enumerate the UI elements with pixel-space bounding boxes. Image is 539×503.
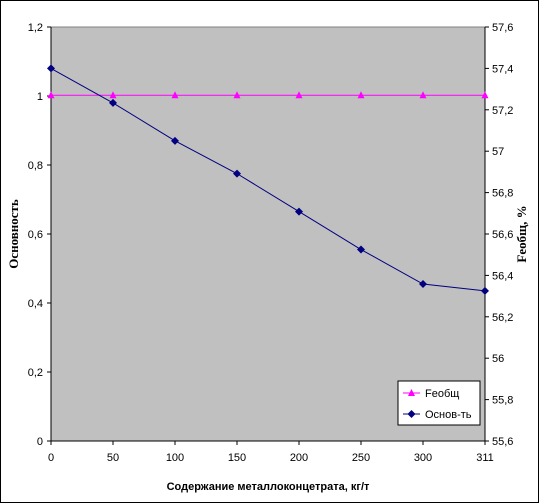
legend-marker <box>407 410 416 418</box>
left-tick-label: 0 <box>37 436 43 448</box>
left-tick-label: 0,2 <box>28 367 43 379</box>
legend-label: Основ-ть <box>425 409 472 421</box>
right-tick-label: 57,4 <box>492 63 513 75</box>
data-point <box>233 169 241 178</box>
x-tick-label: 200 <box>290 452 308 464</box>
data-point <box>357 245 365 254</box>
x-tick-label: 100 <box>166 452 184 464</box>
x-tick-label: 250 <box>352 452 370 464</box>
right-tick-label: 56,2 <box>492 312 513 324</box>
x-axis: 0 50 100 150 200 250 300 311 <box>48 440 494 464</box>
series-2 <box>47 64 489 295</box>
right-axis: 55,6 55,8 56 56,2 56,4 56,6 56,8 57 57,2 57,4 57,6 <box>484 22 513 448</box>
x-tick-label: 311 <box>476 452 494 464</box>
right-tick-label: 57 <box>492 146 504 158</box>
right-tick-label: 57,2 <box>492 105 513 117</box>
left-tick-label: 0,8 <box>28 160 43 172</box>
right-tick-label: 56 <box>492 353 504 365</box>
right-tick-label: 56,8 <box>492 188 513 200</box>
data-point <box>419 280 427 289</box>
x-tick-label: 0 <box>48 452 54 464</box>
data-point <box>419 91 427 99</box>
legend-label: Feобщ <box>425 388 459 400</box>
data-point <box>481 91 489 99</box>
right-tick-label: 57,6 <box>492 22 513 34</box>
x-tick-label: 300 <box>414 452 432 464</box>
data-point <box>109 98 117 107</box>
data-point <box>171 91 179 99</box>
legend: Feобщ Основ-ть <box>397 380 481 426</box>
data-point <box>233 91 241 99</box>
data-point <box>109 91 117 99</box>
left-axis: 0 0,2 0,4 0,6 0,8 1 1,2 <box>28 22 52 448</box>
data-point <box>295 91 303 99</box>
data-point <box>295 207 303 216</box>
left-tick-label: 0,4 <box>28 298 43 310</box>
x-tick-label: 50 <box>107 452 119 464</box>
legend-marker <box>408 389 415 396</box>
series-layer <box>47 64 489 295</box>
right-axis-title: Feобщ, % <box>514 205 529 262</box>
x-tick-label: 150 <box>228 452 246 464</box>
left-axis-title: Основность <box>6 199 21 269</box>
series-1 <box>47 91 489 99</box>
data-point <box>47 64 55 73</box>
left-tick-label: 1,2 <box>28 22 43 34</box>
left-tick-label: 1 <box>37 91 43 103</box>
right-tick-label: 56,4 <box>492 270 513 282</box>
data-point <box>171 136 179 145</box>
x-axis-title: Содержание металлоконцетрата, кг/т <box>167 481 370 493</box>
series-line <box>50 67 486 292</box>
data-point <box>481 286 489 295</box>
right-tick-label: 55,8 <box>492 395 513 407</box>
data-point <box>357 91 365 99</box>
plot-area <box>50 26 486 442</box>
right-tick-label: 55,6 <box>492 436 513 448</box>
data-point <box>47 91 55 99</box>
right-tick-label: 56,6 <box>492 229 513 241</box>
left-tick-label: 0,6 <box>28 229 43 241</box>
